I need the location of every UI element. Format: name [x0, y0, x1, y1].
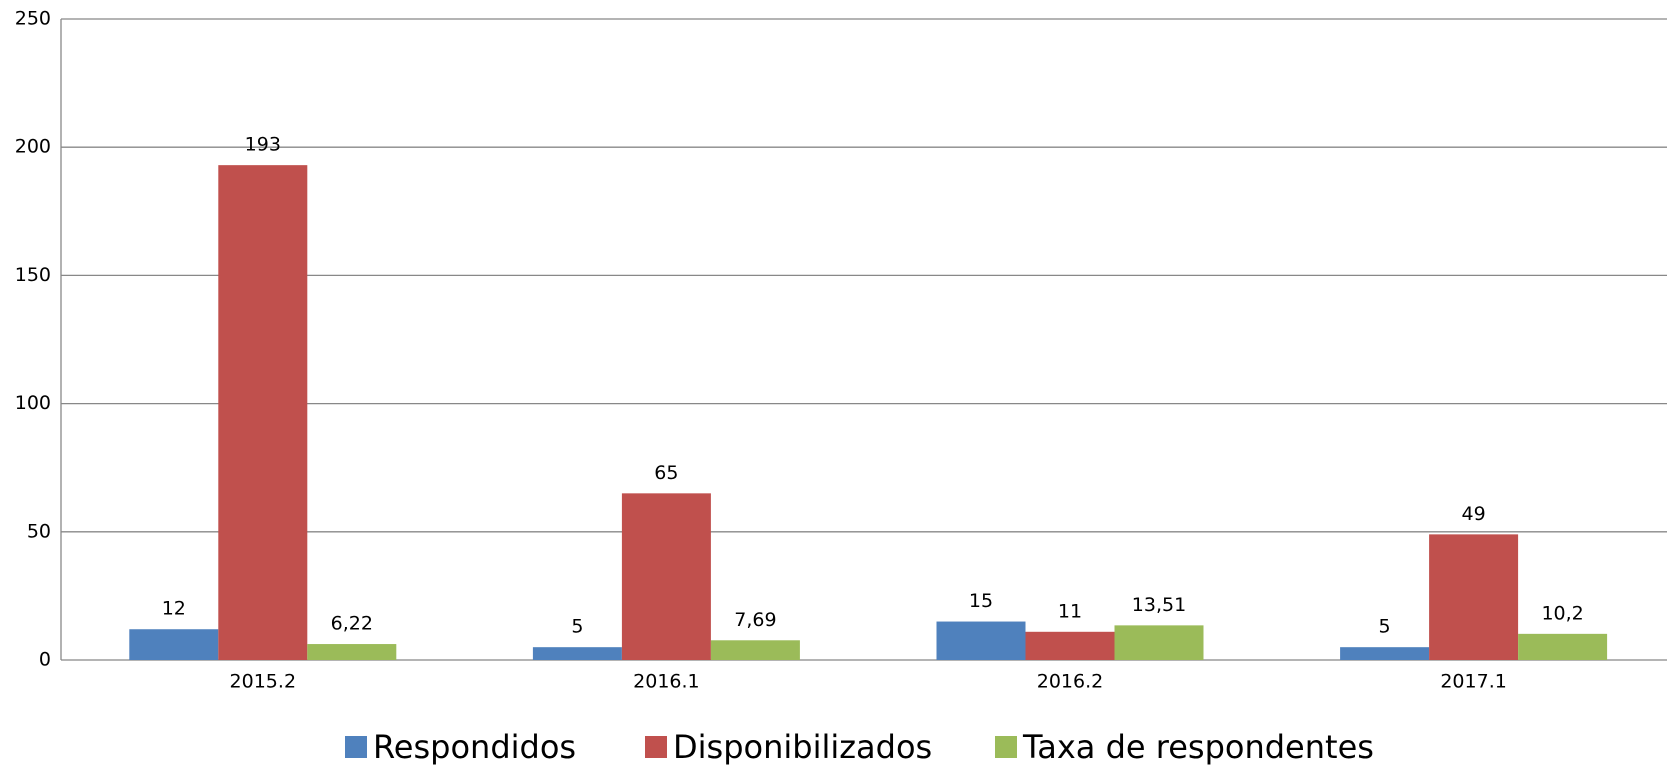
- legend-text: Disponibilizados: [673, 728, 932, 766]
- legend-text: Respondidos: [373, 728, 576, 766]
- bar: [532, 647, 622, 660]
- bar: [1429, 534, 1519, 660]
- y-tick-label: 250: [15, 8, 51, 30]
- bar: [1340, 647, 1430, 660]
- x-tick-label: 2017.1: [1440, 671, 1506, 693]
- bar: [1025, 631, 1115, 660]
- data-label: 6,22: [331, 613, 373, 635]
- data-label: 65: [654, 462, 678, 484]
- bar: [129, 629, 219, 660]
- bar: [218, 165, 308, 660]
- data-label: 13,51: [1132, 594, 1186, 616]
- bar: [1114, 625, 1204, 660]
- bar: [307, 644, 397, 660]
- bar: [936, 621, 1026, 660]
- data-label: 10,2: [1541, 602, 1583, 624]
- data-label: 7,69: [734, 609, 776, 631]
- data-label: 193: [245, 134, 281, 156]
- bar: [621, 493, 711, 660]
- x-tick-label: 2016.2: [1037, 671, 1103, 693]
- data-label: 15: [969, 590, 993, 612]
- data-label: 5: [571, 616, 583, 638]
- x-tick-label: 2016.1: [633, 671, 699, 693]
- legend-swatch: [345, 736, 367, 758]
- x-tick-label: 2015.2: [230, 671, 296, 693]
- y-tick-label: 100: [15, 392, 51, 414]
- legend-text: Taxa de respondentes: [1022, 728, 1374, 766]
- y-tick-label: 50: [27, 520, 51, 542]
- data-label: 49: [1462, 503, 1486, 525]
- data-label: 11: [1058, 600, 1082, 622]
- y-tick-label: 150: [15, 264, 51, 286]
- bar: [1518, 633, 1608, 660]
- legend-swatch: [995, 736, 1017, 758]
- data-label: 5: [1379, 616, 1391, 638]
- y-tick-label: 200: [15, 136, 51, 158]
- data-label: 12: [162, 598, 186, 620]
- y-tick-label: 0: [39, 649, 51, 671]
- legend-swatch: [645, 736, 667, 758]
- bar: [710, 640, 800, 660]
